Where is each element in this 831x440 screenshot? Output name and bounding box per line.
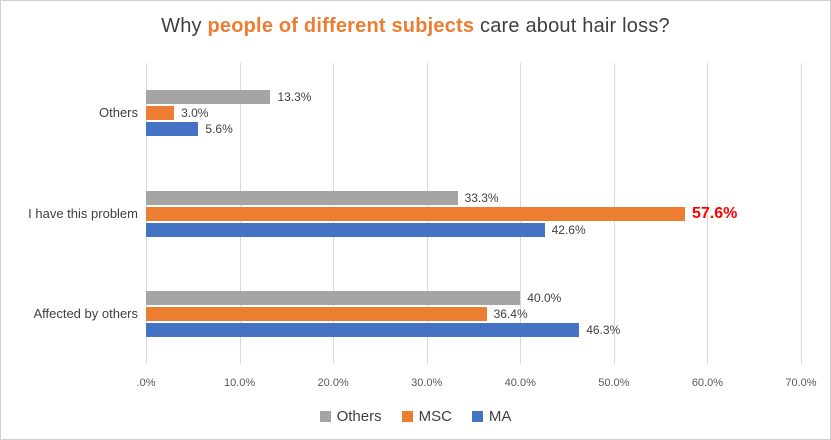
bar-msc [146, 106, 175, 121]
bar-value-label: 46.3% [586, 322, 621, 337]
category-label: Affected by others [33, 305, 138, 321]
x-tick-label: 40.0% [504, 377, 536, 389]
bar-msc [146, 306, 487, 321]
x-tick-label: 60.0% [691, 377, 724, 389]
x-tick-label: 30.0% [411, 377, 443, 389]
legend-marker-msc [401, 410, 413, 422]
bar-others [146, 90, 271, 105]
x-tick-label: 10.0% [223, 377, 256, 389]
bar-msc [146, 206, 685, 221]
bar-others [146, 190, 458, 205]
legend-item-ma: MA [471, 407, 512, 425]
legend-label: Others [336, 407, 382, 425]
legend-label: MSC [418, 407, 452, 425]
x-tick-label: .0% [136, 377, 156, 389]
legend-item-others: Others [319, 407, 382, 425]
bar-others [146, 290, 521, 305]
bar-value-label: 13.3% [277, 90, 312, 105]
legend-marker-ma [471, 410, 483, 422]
legend-marker-others [319, 410, 331, 422]
bar-ma [146, 322, 580, 337]
bar-value-label: 40.0% [527, 290, 562, 305]
category-label: Others [98, 105, 138, 121]
chart-title-prefix: Why [161, 15, 208, 37]
legend-item-msc: MSC [401, 407, 452, 425]
gridline [801, 63, 802, 364]
bar-value-label: 5.6% [205, 122, 233, 137]
bar-value-label: 33.3% [464, 190, 499, 205]
chart-title-highlight: people of different subjects [207, 15, 475, 37]
bar-value-label: 42.6% [551, 222, 586, 237]
plot-area: 13.3% 3.0% 5.6% 33.3% 57.6% 42.6% 40.0% 36.4% 46… [146, 63, 802, 364]
bar-ma [146, 222, 545, 237]
legend-label: MA [488, 407, 512, 425]
bar-value-label: 36.4% [493, 306, 528, 321]
category-label: I have this problem [28, 205, 138, 221]
gridline [707, 63, 709, 364]
chart-title: Why people of different subjects care ab… [1, 15, 830, 38]
bar-value-label: 57.6% [691, 204, 738, 222]
x-tick-label: 70.0% [785, 377, 817, 389]
x-tick-label: 20.0% [317, 377, 349, 389]
bar-value-label: 3.0% [181, 106, 209, 121]
chart-title-suffix: care about hair loss? [474, 15, 670, 37]
x-tick-label: 50.0% [598, 377, 630, 389]
legend: Others MSC MA [1, 402, 830, 430]
bar-ma [146, 122, 199, 137]
